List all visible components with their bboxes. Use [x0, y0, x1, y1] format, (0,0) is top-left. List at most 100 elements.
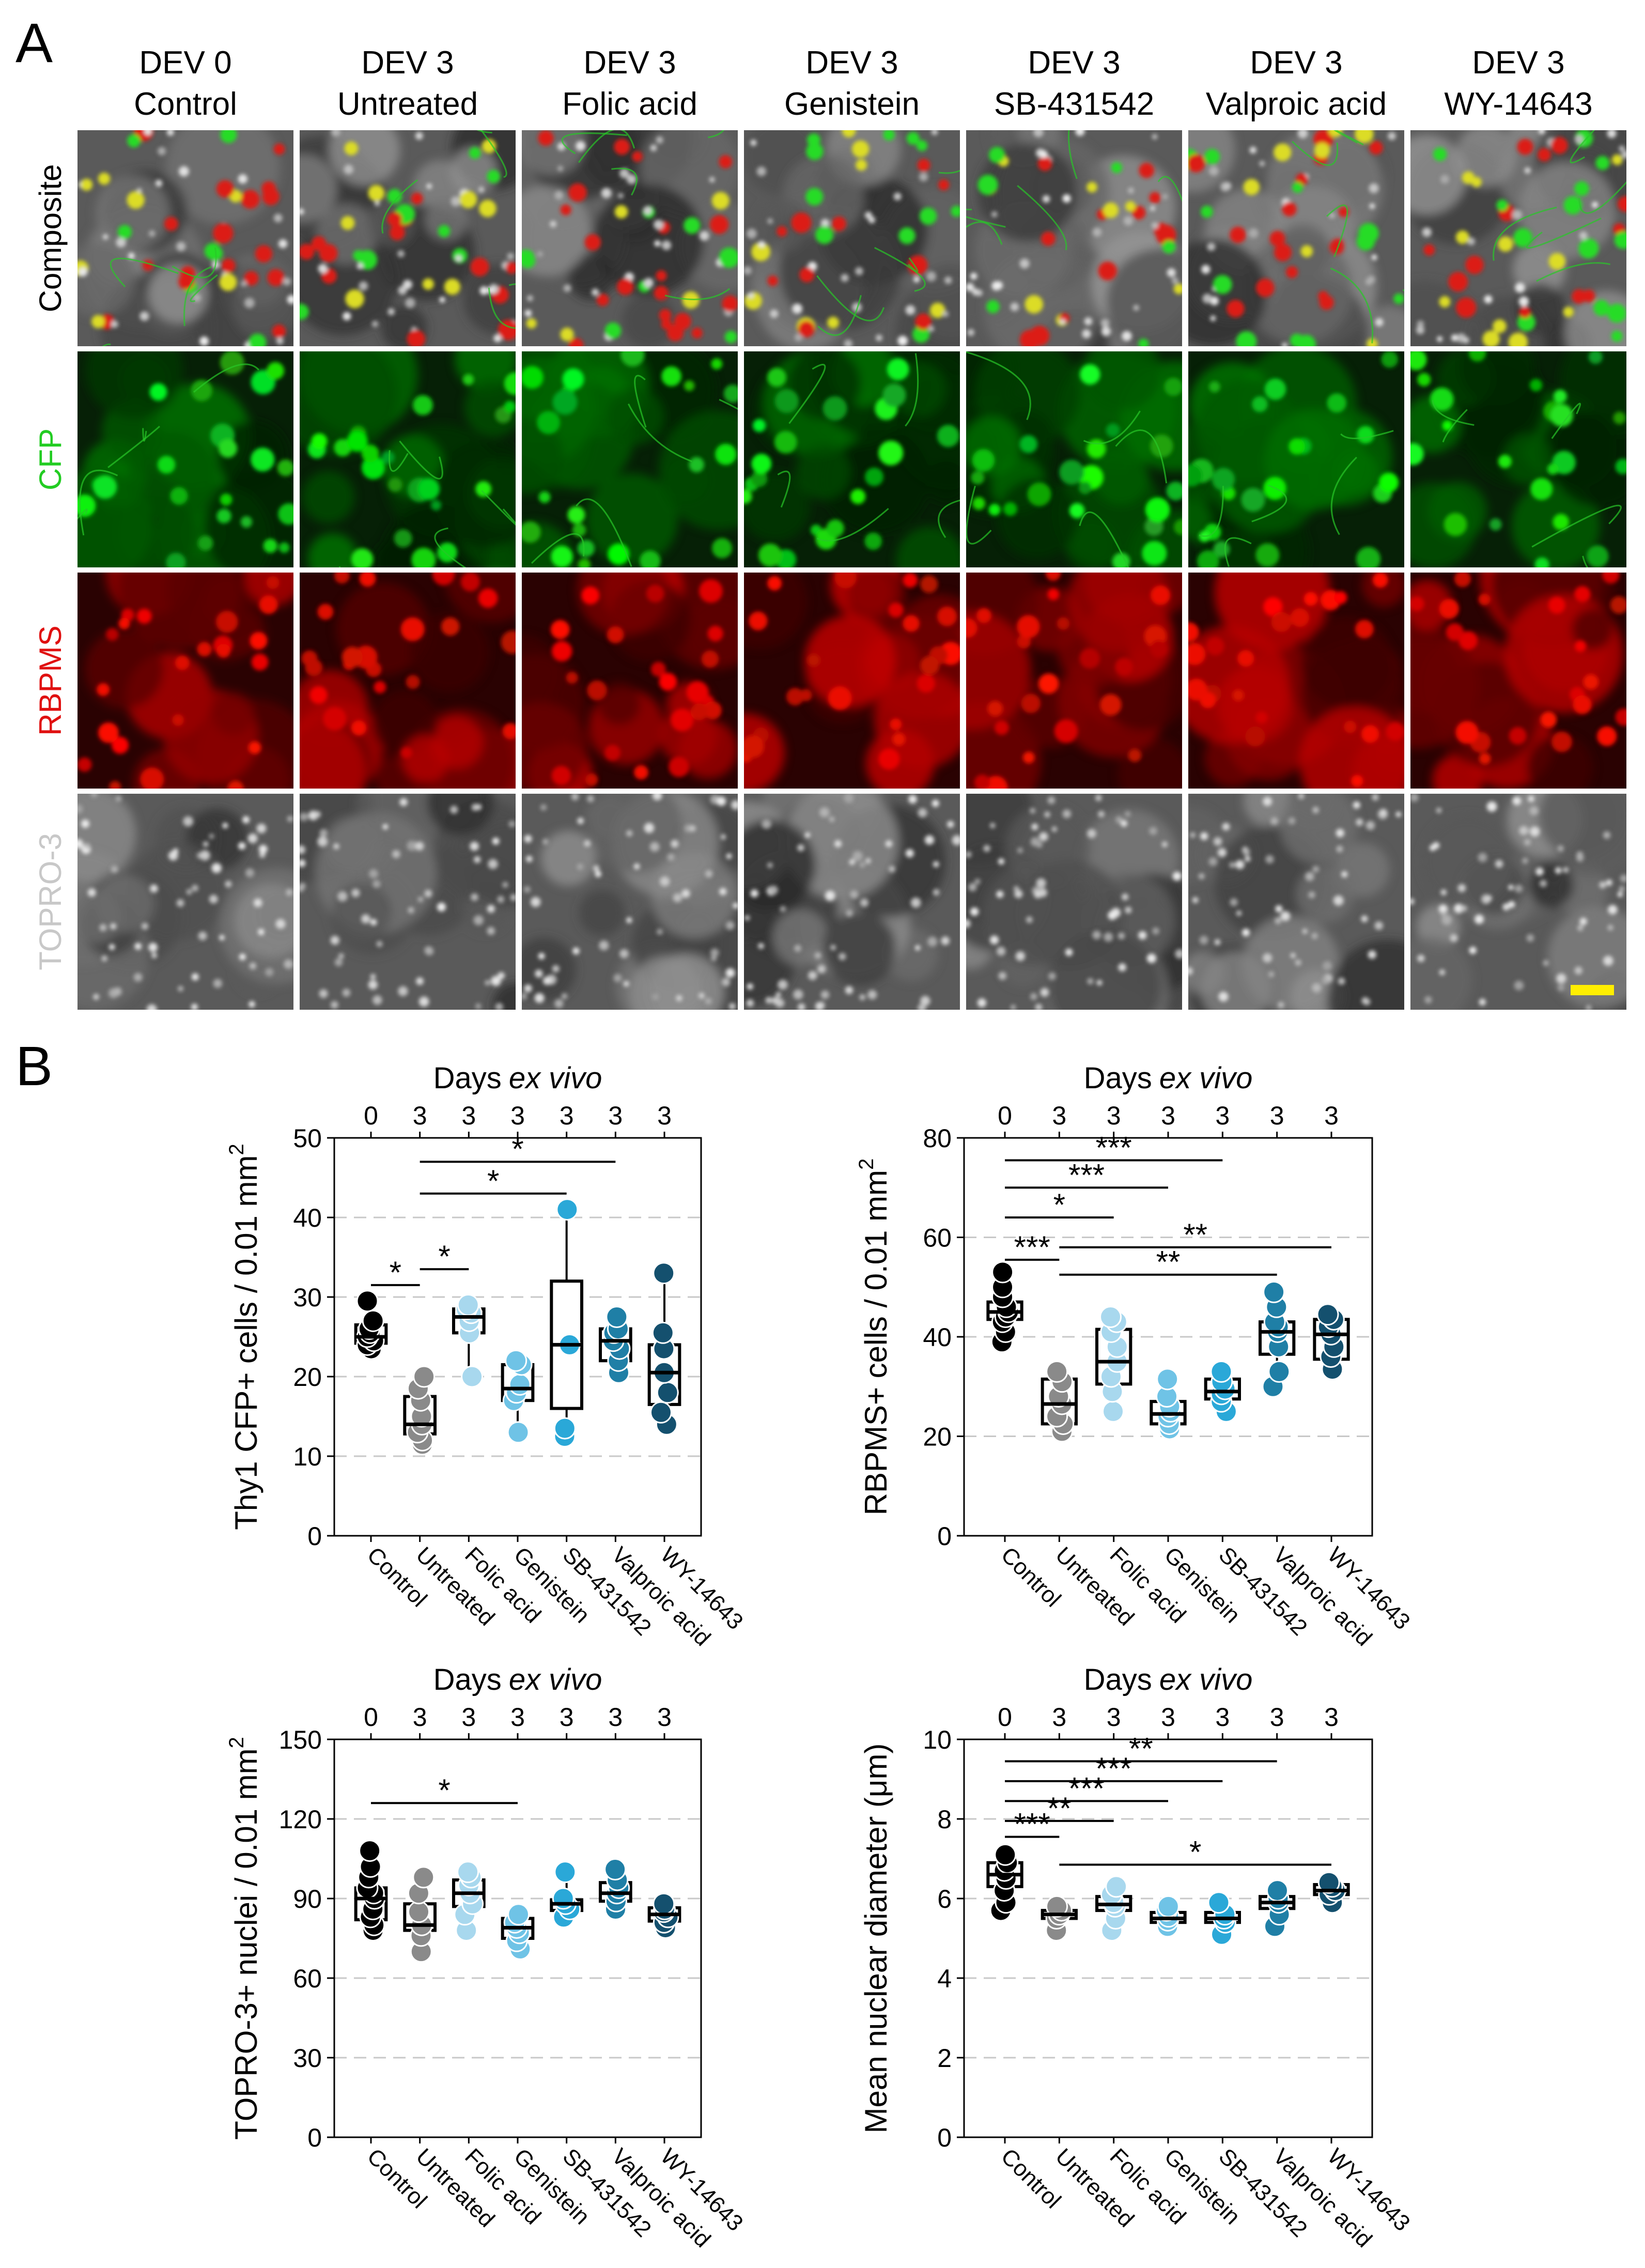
plot1-ytick-label: 0: [937, 1522, 952, 1551]
plot1-data-point: [1099, 1306, 1122, 1328]
plot3-top-tick-label: 3: [1052, 1703, 1066, 1732]
column-header-line2-genistein: Genistein: [784, 86, 920, 122]
plot1-data-point: [1102, 1400, 1125, 1423]
plot1-top-axis-title-italic: ex vivo: [1159, 1061, 1253, 1095]
plot1-data-point: [1210, 1360, 1233, 1383]
plot0-y-axis-label-main: Thy1 CFP+ cells / 0.01 mm: [229, 1155, 263, 1530]
plot0-data-point: [556, 1198, 579, 1221]
plot1-box-valproic-acid: [1259, 1280, 1296, 1398]
plot2-top-tick-label: 3: [560, 1703, 574, 1732]
plot0-ytick-label: 50: [293, 1124, 322, 1153]
column-header-line1-folic-acid: DEV 3: [583, 45, 676, 81]
plot0-data-point: [651, 1321, 674, 1344]
plot0-y-axis-label: Thy1 CFP+ cells / 0.01 mm2: [225, 1144, 263, 1530]
plot1-ytick-label: 80: [923, 1124, 952, 1153]
tile-rbpms-genistein: [744, 573, 960, 789]
column-header-line1-sb-431542: DEV 3: [1028, 45, 1120, 81]
plot0-ytick-label: 30: [293, 1283, 322, 1312]
plot1-data-point: [1156, 1368, 1179, 1391]
plot1-top-tick-label: 3: [1052, 1101, 1066, 1130]
plot3-top-tick-label: 3: [1270, 1703, 1284, 1732]
plot3-significance-label: *: [1189, 1835, 1201, 1870]
plot1-ytick-label: 20: [923, 1423, 952, 1452]
tile-cfp-folic-acid: [522, 351, 738, 567]
panel-a-letter: A: [15, 11, 53, 74]
plot3-top-tick-label: 0: [998, 1703, 1012, 1732]
scale-bar: [1571, 985, 1614, 995]
plot3-axes-frame: [963, 1738, 1373, 2138]
plot3-y-axis-label: Mean nuclear diameter (μm): [859, 1744, 893, 2134]
plot2-box-wy-14643: [647, 1892, 681, 1939]
plot0-data-point: [656, 1381, 679, 1404]
plot1-top-tick-label: 3: [1161, 1101, 1175, 1130]
plot1-top-axis-title: Days ex vivo: [1084, 1061, 1253, 1095]
column-header-line2-wy-14643: WY-14643: [1444, 86, 1592, 122]
tile-cfp-genistein: [744, 351, 960, 567]
row-labels: Composite CFP RBPMS TOPRO-3: [33, 164, 68, 970]
plot1-category-label-control: Control: [996, 1542, 1066, 1612]
plot0-top-tick-label: 0: [364, 1101, 378, 1130]
plot2-ytick-label: 0: [307, 2123, 322, 2152]
plot2-data-point: [457, 1861, 479, 1884]
tile-rbpms-control: [77, 573, 293, 789]
plot2-top-axis-title-italic: ex vivo: [509, 1663, 602, 1696]
plot1-box-control: [986, 1261, 1023, 1353]
plot3-box-valproic-acid: [1259, 1879, 1296, 1938]
plot0-top-tick-label: 3: [560, 1101, 574, 1130]
tile-rbpms-untreated: [300, 573, 516, 789]
plot2-ytick-label: 90: [293, 1885, 322, 1914]
plot3-significance-label: ***: [1014, 1807, 1050, 1842]
plot0-data-point: [649, 1401, 672, 1424]
plot3-significance-label: ***: [1068, 1771, 1105, 1806]
column-header-line1-genistein: DEV 3: [805, 45, 898, 81]
tile-cfp-wy-14643: [1410, 351, 1626, 567]
plot0-data-point: [505, 1349, 527, 1372]
plot3-significance-label: ***: [1096, 1751, 1132, 1786]
tile-topro-3-genistein: [744, 794, 960, 1010]
plot3-ytick-label: 6: [937, 1885, 952, 1914]
plot0-box-untreated: [403, 1365, 437, 1456]
plot0-data-point: [507, 1421, 530, 1444]
plot2-data-point: [604, 1858, 627, 1881]
plot0-significance-label: *: [487, 1164, 499, 1198]
tile-topro-3-wy-14643: [1410, 794, 1626, 1010]
plot2-top-tick-label: 0: [364, 1703, 378, 1732]
plot0-data-point: [461, 1365, 484, 1388]
column-header-line1-control: DEV 0: [139, 45, 231, 81]
plot3-box-genistein: [1150, 1895, 1187, 1938]
plot-mean-nuclear-diameter: 0 2 4 6 8 10 0 3 3 3 3 3 3 Days ex vivo Mean nuclear di…: [859, 1663, 1415, 2252]
plot3-box-wy-14643: [1313, 1871, 1350, 1914]
panel-a-micrograph-grid: A DEV 0 Control DEV 3 Untreated DEV 3 Folic a…: [15, 11, 1626, 1010]
plot3-data-point: [1046, 1895, 1068, 1918]
plot3-top-tick-label: 3: [1161, 1703, 1175, 1732]
plot0-data-point: [362, 1309, 384, 1332]
plot2-y-axis-label-superscript: 2: [225, 1737, 248, 1748]
plot2-box-genistein: [501, 1903, 535, 1961]
plot0-top-tick-label: 3: [608, 1101, 623, 1130]
plot1-data-point: [1316, 1303, 1339, 1326]
column-header-line1-wy-14643: DEV 3: [1472, 45, 1564, 81]
tile-topro-3-valproic-acid: [1188, 794, 1404, 1010]
column-header-line2-untreated: Untreated: [337, 86, 478, 122]
plot3-data-point: [1157, 1895, 1180, 1918]
plot3-y-axis-label-main: Mean nuclear diameter (μm): [859, 1744, 893, 2134]
plot0-data-point: [553, 1417, 576, 1440]
plot3-top-axis-title-italic: ex vivo: [1159, 1663, 1253, 1696]
plot1-top-tick-label: 0: [998, 1101, 1012, 1130]
plot2-box-valproic-acid: [598, 1858, 632, 1921]
plot0-data-point: [457, 1293, 479, 1316]
micrograph-tiles: [77, 130, 1626, 1010]
plot2-top-tick-label: 3: [510, 1703, 525, 1732]
plot3-data-point: [1317, 1871, 1340, 1894]
plot1-box-sb-431542: [1204, 1360, 1241, 1423]
plot2-significance-label: *: [438, 1773, 450, 1808]
plot3-data-point: [1266, 1879, 1289, 1902]
row-label-cfp: CFP: [33, 428, 68, 490]
plot0-data-point: [653, 1262, 675, 1285]
plot3-ytick-label: 10: [923, 1725, 952, 1754]
plot1-significance-label: **: [1183, 1217, 1207, 1252]
panel-b-letter: B: [15, 1035, 53, 1097]
plot3-ytick-label: 2: [937, 2044, 952, 2073]
tile-cfp-untreated: [300, 351, 516, 567]
plot1-top-tick-label: 3: [1270, 1101, 1284, 1130]
